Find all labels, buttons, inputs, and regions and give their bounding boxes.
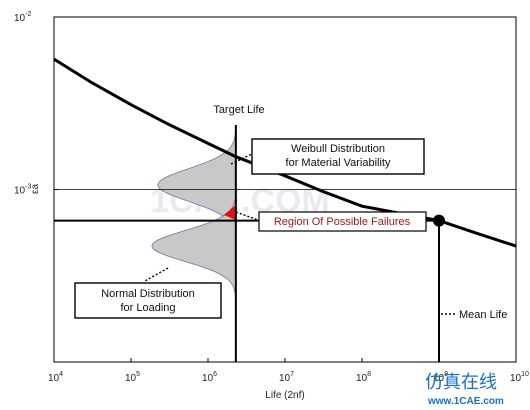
mean-life-annotation: Mean Life [441, 309, 507, 321]
normal-distribution-label: Normal Distribution for Loading [101, 288, 195, 314]
weibull-label: Weibull Distribution for Material Variabi… [286, 143, 391, 169]
cn-watermark: 仿真在线 [425, 372, 497, 393]
x-tick-label: 1010 [510, 371, 529, 384]
x-tick-label: 105 [125, 371, 140, 384]
weibull-annotation: Weibull Distribution for Material Variabi… [230, 138, 425, 175]
x-axis-label: Life (2nf) [265, 390, 304, 401]
y-tick-label: 10-3 [14, 184, 31, 197]
y-axis-label: εa [30, 184, 41, 194]
failure-region-annotation: Region Of Possible Failures [235, 211, 427, 232]
target-life-label: Target Life [213, 104, 264, 116]
y-tick-label: 10-2 [14, 11, 31, 24]
site-watermark: www.1CAE.com [427, 396, 504, 407]
failure-region-marker [223, 205, 236, 220]
normal-annotation: Normal Distribution for Loading [74, 267, 222, 319]
mean-life-label: Mean Life [459, 309, 507, 321]
failure-region-label: Region Of Possible Failures [274, 216, 411, 228]
x-tick-label: 104 [48, 371, 63, 384]
x-tick-label: 107 [279, 371, 294, 384]
x-tick-label: 106 [202, 371, 217, 384]
mean-life-point [433, 214, 445, 227]
x-tick-label: 108 [356, 371, 371, 384]
